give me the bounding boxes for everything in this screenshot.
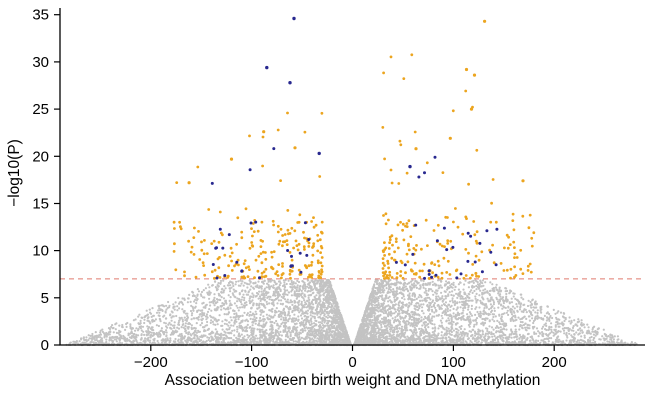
axis-lines — [59, 8, 645, 346]
notable-points — [187, 16, 525, 185]
significant-points — [172, 53, 536, 280]
highlighted-points — [210, 147, 499, 280]
x-axis-label: Association between birth weight and DNA… — [164, 372, 541, 389]
nonsignificant-points — [65, 278, 638, 347]
